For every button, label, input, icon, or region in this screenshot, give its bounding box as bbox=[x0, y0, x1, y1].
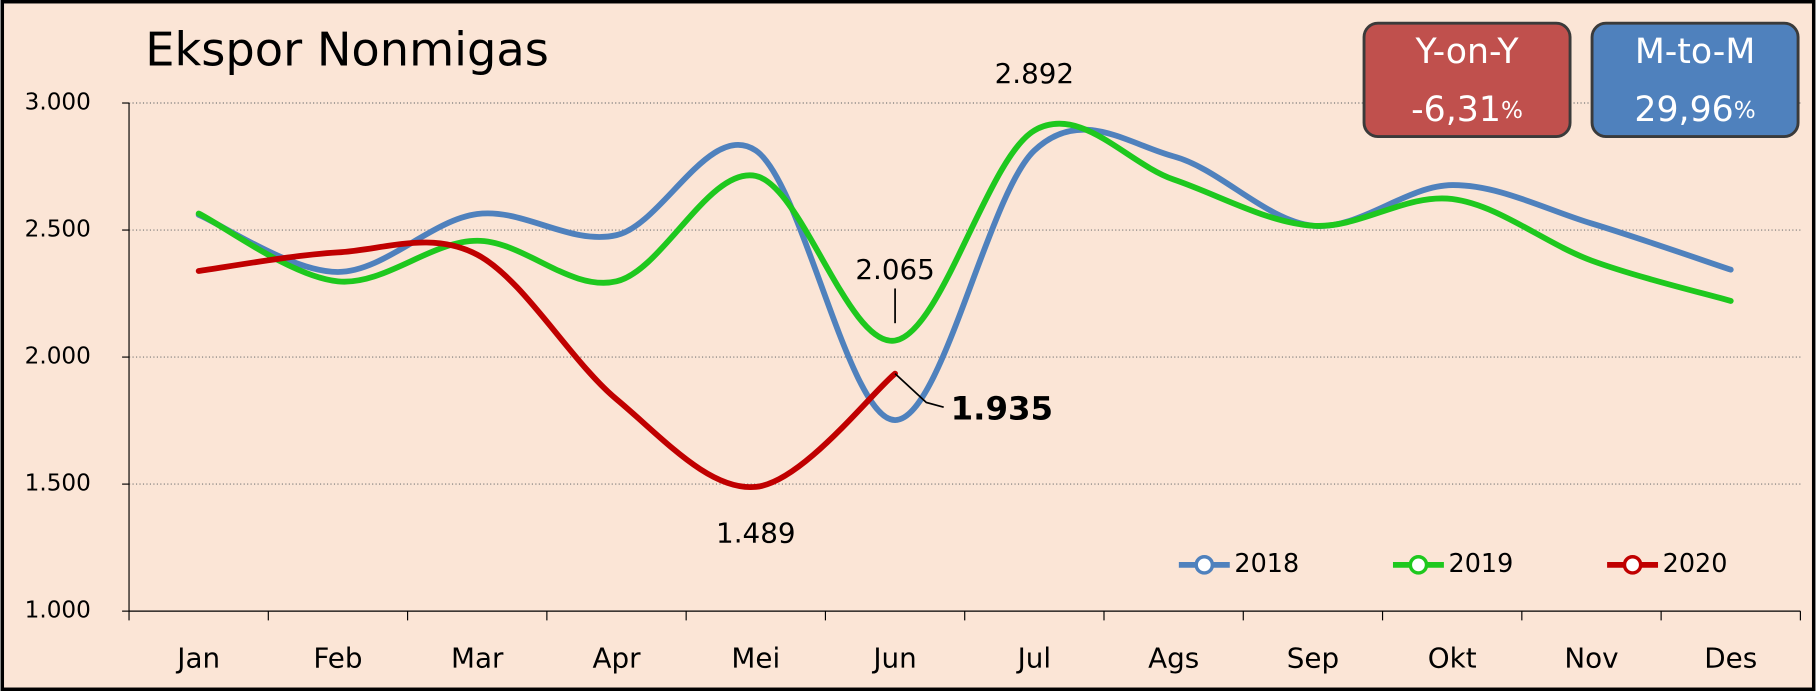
series-line bbox=[195, 239, 898, 490]
x-tick-label: Mei bbox=[731, 642, 780, 675]
y-tick-label: 1.000 bbox=[25, 598, 91, 624]
annotation-value: -6,31% bbox=[1411, 90, 1523, 130]
annotation-box bbox=[1590, 21, 1800, 139]
annotation-box bbox=[1362, 21, 1572, 139]
x-tick-label: Feb bbox=[313, 642, 362, 675]
legend-marker bbox=[1194, 554, 1215, 575]
y-tick-label: 3.000 bbox=[25, 90, 91, 116]
x-tick-label: Jan bbox=[175, 642, 220, 675]
x-tick-label: Sep bbox=[1287, 642, 1339, 675]
y-tick-label: 1.500 bbox=[25, 471, 91, 497]
x-tick-label: Mar bbox=[451, 642, 504, 675]
x-tick-label: Jun bbox=[871, 642, 916, 675]
data-label: 2.892 bbox=[995, 57, 1075, 90]
chart-title: Ekspor Nonmigas bbox=[145, 23, 549, 77]
legend-label: 2019 bbox=[1449, 549, 1514, 579]
legend-label: 2018 bbox=[1234, 549, 1299, 579]
x-tick-label: Okt bbox=[1428, 642, 1477, 675]
series-line bbox=[195, 120, 1734, 344]
annotation-unit: % bbox=[1734, 98, 1756, 124]
y-tick-label: 2.000 bbox=[25, 344, 91, 370]
annotation-number: 29,96 bbox=[1634, 90, 1733, 130]
y-tick-label: 2.500 bbox=[25, 217, 91, 243]
annotation-number: -6,31 bbox=[1411, 90, 1501, 130]
x-tick-label: Apr bbox=[592, 642, 641, 675]
x-tick-label: Nov bbox=[1564, 642, 1618, 675]
data-label: 2.065 bbox=[855, 253, 935, 286]
legend-marker bbox=[1408, 554, 1429, 575]
data-label: 1.489 bbox=[716, 516, 796, 549]
series-line bbox=[195, 126, 1734, 423]
x-tick-label: Des bbox=[1704, 642, 1757, 675]
x-tick-label: Ags bbox=[1148, 642, 1199, 675]
data-label: 1.935 bbox=[951, 390, 1053, 428]
x-tick-label: Jul bbox=[1016, 642, 1052, 675]
label-leader bbox=[894, 372, 944, 408]
legend-label: 2020 bbox=[1663, 549, 1728, 579]
legend-marker bbox=[1622, 554, 1643, 575]
annotation-value: 29,96% bbox=[1634, 90, 1755, 130]
annotation-title: M-to-M bbox=[1635, 32, 1755, 72]
annotation-title: Y-on-Y bbox=[1414, 32, 1519, 72]
annotation-unit: % bbox=[1501, 98, 1523, 124]
